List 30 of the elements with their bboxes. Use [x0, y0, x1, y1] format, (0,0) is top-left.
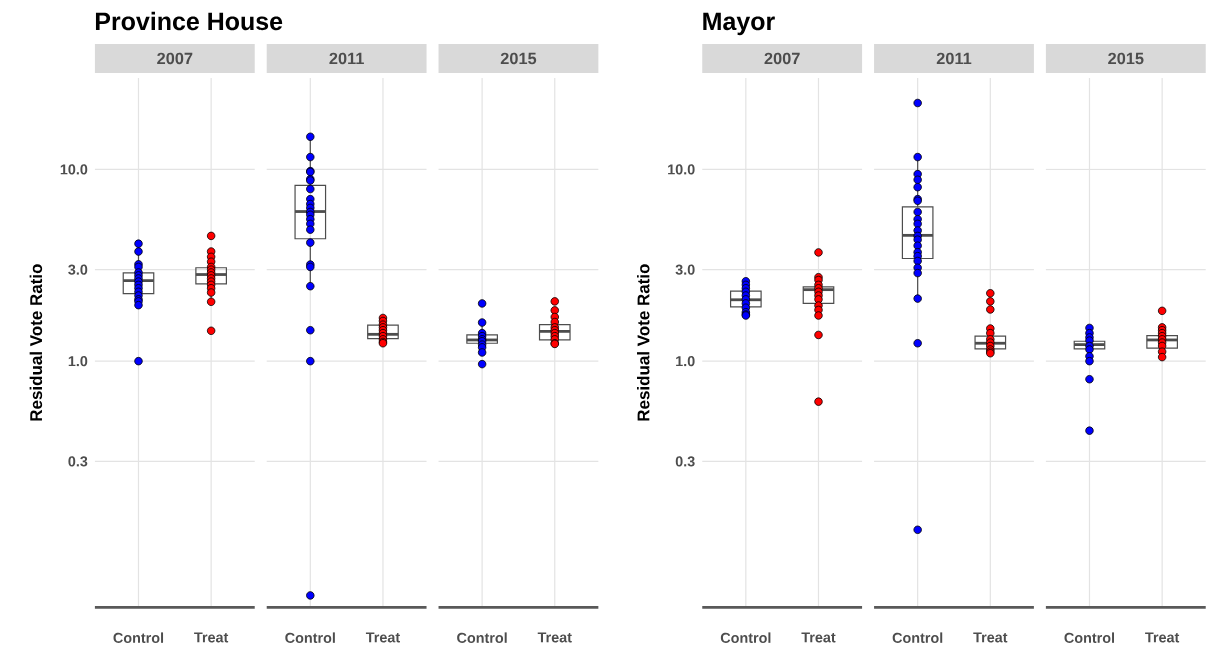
- x-tick-label: Control: [720, 632, 771, 643]
- chart-subtitle: 2007: [764, 52, 800, 65]
- y-axis-title: Residual Vote Ratio: [637, 264, 650, 421]
- x-tick-label: Treat: [537, 632, 572, 643]
- y-tick-label: 3.0: [68, 264, 88, 275]
- x-tick-label: Treat: [194, 632, 229, 643]
- x-tick-label: Control: [892, 632, 943, 643]
- chart-title: Province House: [95, 11, 283, 31]
- chart-title: Mayor: [703, 12, 775, 35]
- x-tick-label: Treat: [801, 632, 836, 643]
- x-tick-label: Control: [113, 632, 164, 643]
- x-tick-label: Treat: [365, 632, 400, 643]
- chart-subtitle: 2007: [157, 52, 193, 65]
- y-tick-label: 1.0: [68, 355, 88, 367]
- x-tick-label: Treat: [973, 632, 1008, 643]
- y-tick-label: 0.3: [675, 456, 695, 467]
- y-tick-label: 10.0: [60, 164, 88, 175]
- x-tick-label: Control: [1064, 632, 1115, 643]
- x-tick-label: Treat: [1145, 632, 1180, 643]
- chart-subtitle: 2015: [500, 52, 537, 65]
- y-axis-title: Residual Vote Ratio: [29, 264, 43, 421]
- y-tick-label: 3.0: [675, 264, 695, 275]
- y-tick-label: 0.3: [68, 456, 88, 467]
- x-tick-label: Control: [457, 632, 507, 643]
- chart-subtitle: 2015: [1108, 52, 1144, 65]
- chart-subtitle: 2011: [329, 52, 364, 65]
- y-tick-label: 1.0: [676, 355, 695, 367]
- y-tick-label: 10.0: [668, 164, 695, 175]
- x-tick-label: Control: [285, 632, 335, 643]
- chart-subtitle: 2011: [936, 52, 972, 65]
